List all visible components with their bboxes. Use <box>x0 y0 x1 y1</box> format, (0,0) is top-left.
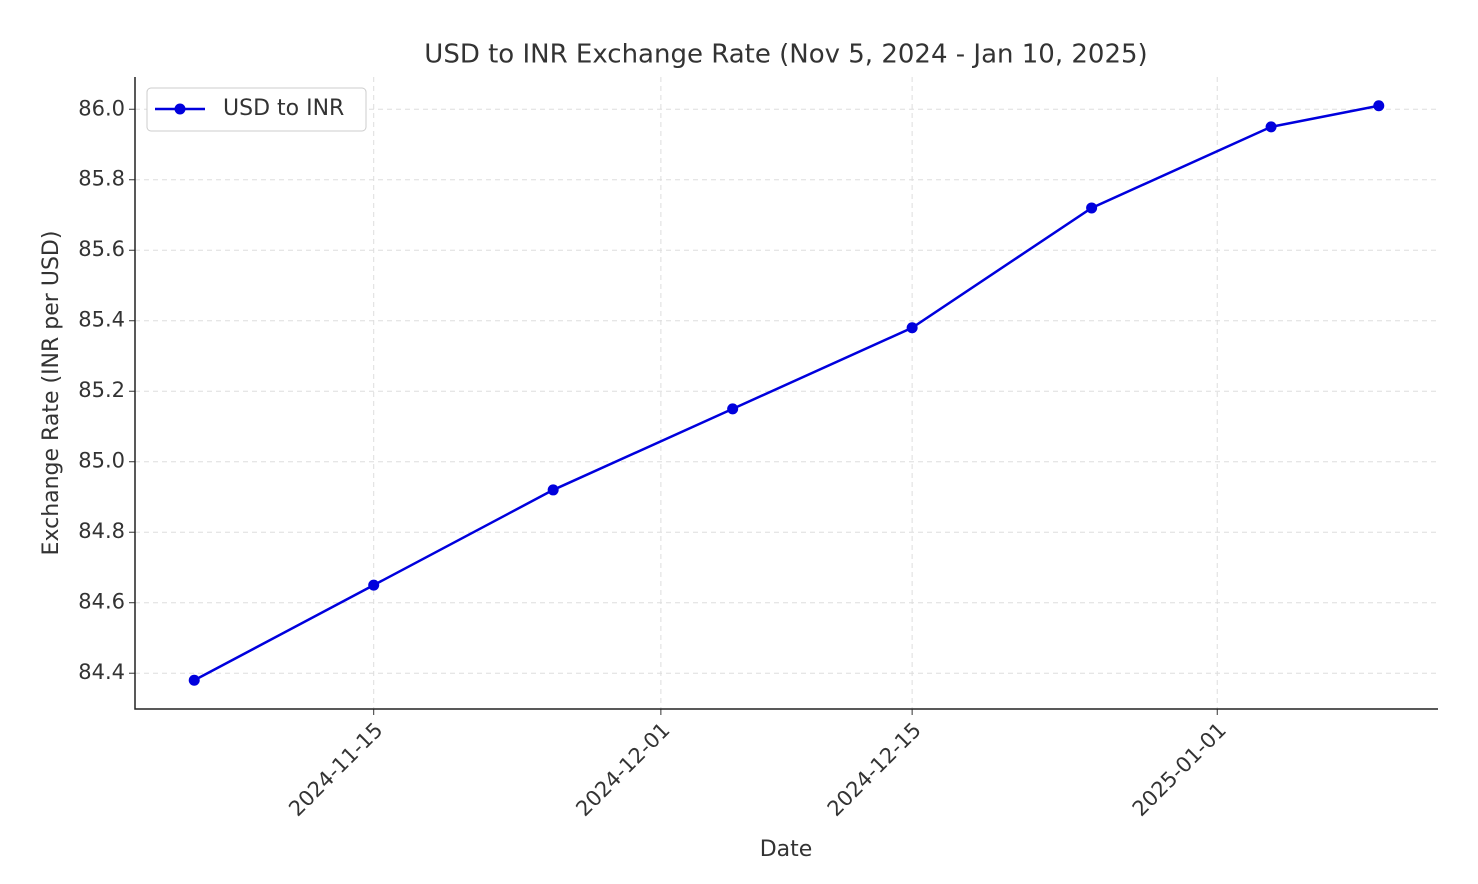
x-tick-label: 2024-12-15 <box>823 718 926 821</box>
y-axis-label: Exchange Rate (INR per USD) <box>39 231 64 556</box>
legend: USD to INR <box>146 87 367 132</box>
point <box>1373 100 1385 112</box>
y-tick-label: 86.0 <box>78 96 125 120</box>
x-tick-label: 2025-01-01 <box>1128 718 1231 821</box>
chart-title: USD to INR Exchange Rate (Nov 5, 2024 - … <box>424 40 1147 70</box>
point <box>368 579 380 591</box>
x-tick-label: 2024-11-15 <box>284 718 387 821</box>
legend-marker <box>174 103 186 115</box>
point <box>1086 202 1098 214</box>
y-tick-label: 85.2 <box>78 378 125 402</box>
x-axis-label: Date <box>760 837 813 862</box>
legend-label: USD to INR <box>223 96 344 121</box>
y-tick-label: 85.8 <box>78 167 125 191</box>
point <box>906 322 918 334</box>
x-tick-label: 2024-12-01 <box>571 718 674 821</box>
axes <box>134 77 1438 710</box>
point <box>547 484 559 496</box>
point <box>188 674 200 686</box>
y-tick-label: 84.4 <box>78 660 125 684</box>
legend-box <box>146 87 367 132</box>
line <box>193 104 1380 682</box>
y-tick-label: 85.6 <box>78 237 125 261</box>
y-tick-label: 84.6 <box>78 590 125 614</box>
point <box>727 403 739 415</box>
y-tick-label: 85.0 <box>78 449 125 473</box>
y-tick-label: 85.4 <box>78 308 125 332</box>
y-tick-label: 84.8 <box>78 519 125 543</box>
point <box>1265 121 1277 133</box>
